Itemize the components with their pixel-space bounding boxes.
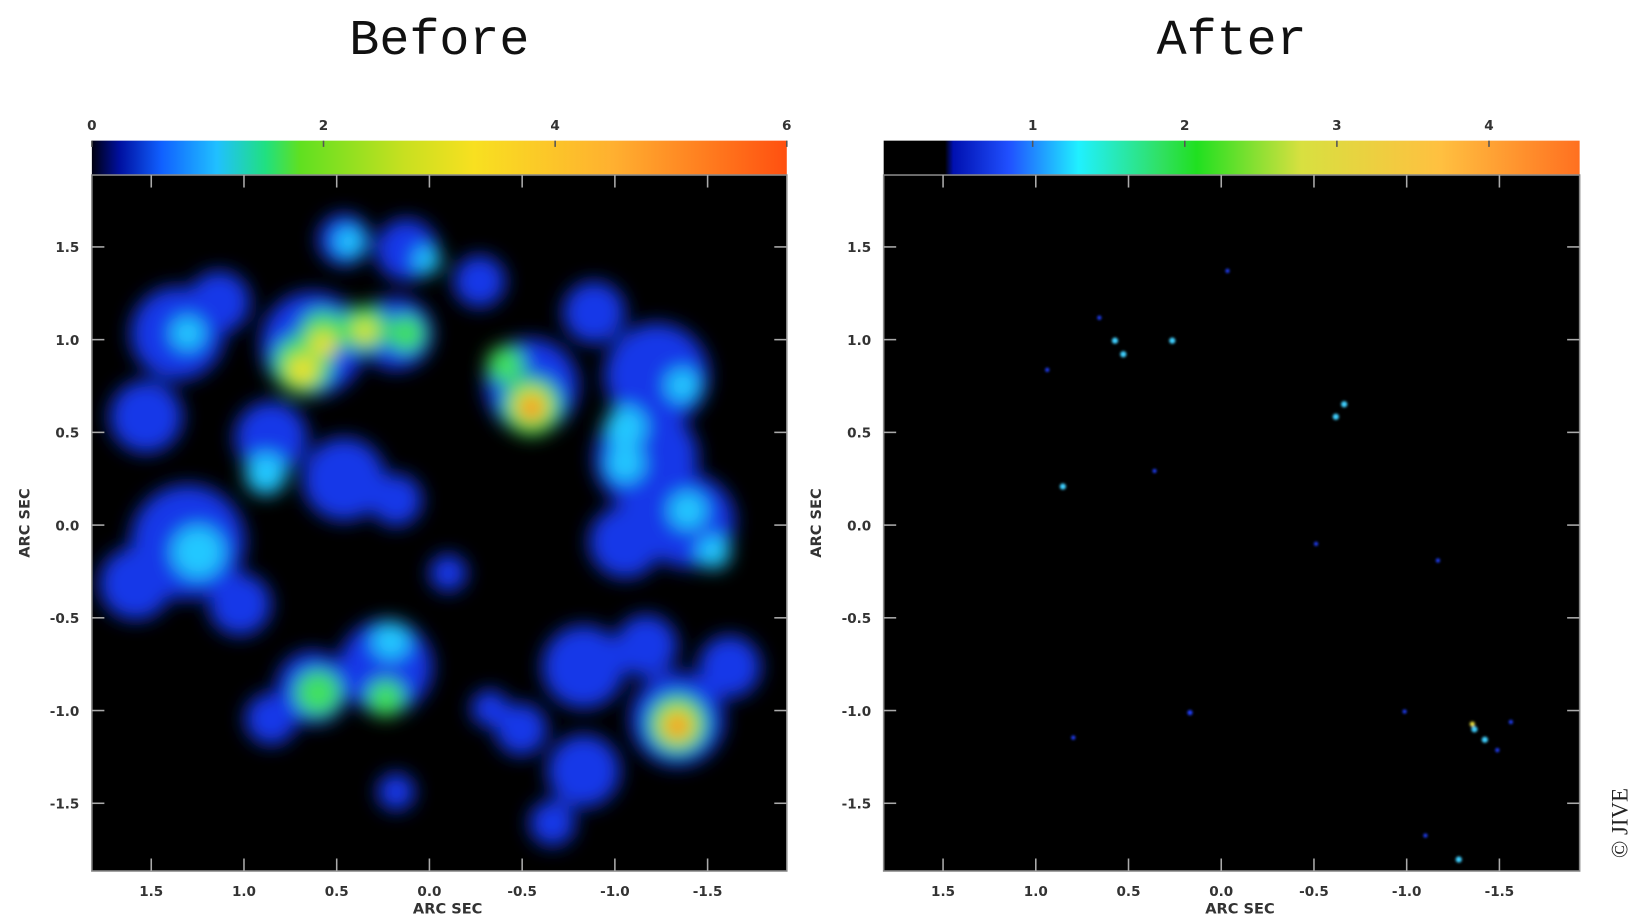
x-tick-label: -1.0 xyxy=(600,884,630,900)
x-tick-label: 0.0 xyxy=(1209,884,1233,900)
y-axis-label: ARC SEC xyxy=(808,488,825,557)
colorbar xyxy=(883,140,1580,176)
colorbar-tick-label: 0 xyxy=(87,118,96,134)
x-axis-label: ARC SEC xyxy=(1205,901,1274,918)
radio-image-before xyxy=(99,213,761,846)
colorbar xyxy=(91,140,787,176)
x-tick-label: 0.5 xyxy=(325,884,349,900)
colorbar-tick-label: 4 xyxy=(1484,118,1493,134)
x-tick-label: -1.0 xyxy=(1392,884,1422,900)
x-tick-label: -0.5 xyxy=(507,884,537,900)
panel-title: Before xyxy=(349,13,529,70)
colorbar-tick-label: 6 xyxy=(782,118,791,134)
y-tick-label: 0.0 xyxy=(55,518,79,534)
x-tick-label: -1.5 xyxy=(693,884,723,900)
y-tick-label: -0.5 xyxy=(842,611,872,627)
x-tick-label: 1.0 xyxy=(232,884,256,900)
frame-border xyxy=(882,174,1581,872)
colorbar-tick-label: 2 xyxy=(319,118,328,134)
y-tick-label: -1.0 xyxy=(842,704,872,720)
x-tick-label: 0.0 xyxy=(417,884,441,900)
frame-border xyxy=(91,174,788,872)
credit: © JIVE xyxy=(1608,788,1633,858)
y-tick-label: -1.0 xyxy=(50,704,80,720)
x-tick-label: 1.0 xyxy=(1024,884,1048,900)
x-tick-label: -1.5 xyxy=(1485,884,1515,900)
x-tick-label: 1.5 xyxy=(139,884,163,900)
y-tick-label: 0.5 xyxy=(847,426,871,442)
y-axis-label: ARC SEC xyxy=(16,488,33,557)
radio-image-after xyxy=(1045,268,1513,863)
y-tick-label: -1.5 xyxy=(50,796,80,812)
x-tick-label: 0.5 xyxy=(1117,884,1141,900)
colorbar-tick-label: 2 xyxy=(1180,118,1189,134)
y-tick-label: 1.0 xyxy=(847,333,871,349)
x-tick-label: -0.5 xyxy=(1299,884,1329,900)
y-tick-label: 1.0 xyxy=(55,333,79,349)
y-tick-label: 1.5 xyxy=(847,240,871,256)
y-tick-label: -1.5 xyxy=(842,796,872,812)
colorbar-tick-label: 1 xyxy=(1028,118,1037,134)
y-tick-label: 1.5 xyxy=(55,240,79,256)
y-tick-label: 0.5 xyxy=(55,426,79,442)
x-tick-label: 1.5 xyxy=(931,884,955,900)
y-tick-label: 0.0 xyxy=(847,518,871,534)
y-tick-label: -0.5 xyxy=(50,611,80,627)
colorbar-tick-label: 3 xyxy=(1332,118,1341,134)
panel-title: After xyxy=(1157,13,1307,70)
x-axis-label: ARC SEC xyxy=(413,901,482,918)
colorbar-tick-label: 4 xyxy=(550,118,559,134)
image-frame xyxy=(883,175,1580,871)
